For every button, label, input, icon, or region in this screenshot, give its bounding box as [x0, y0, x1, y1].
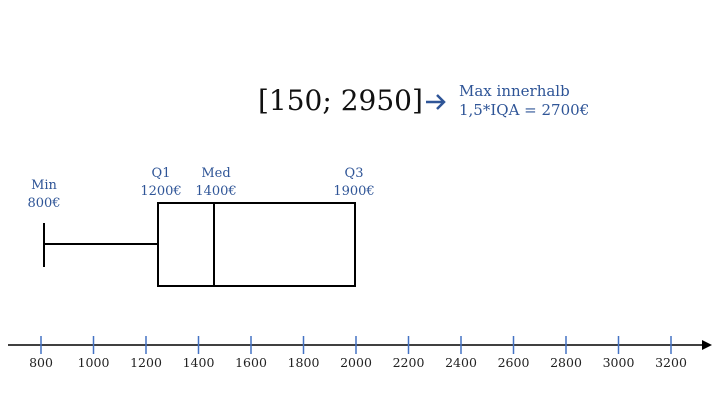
- q3-label: Q3 1900€: [319, 165, 389, 201]
- median-label: Med 1400€: [181, 165, 251, 201]
- max-note: Max innerhalb 1,5*IQA = 2700€: [459, 82, 589, 120]
- axis-tick-label: 3200: [655, 355, 687, 370]
- axis-tick-label: 1800: [287, 355, 320, 370]
- box: [157, 202, 356, 287]
- axis-tick-label: 800: [29, 355, 53, 370]
- axis-tick-label: 1600: [235, 355, 267, 370]
- axis-tick-label: 1400: [182, 355, 215, 370]
- axis-tick-label: 2000: [340, 355, 372, 370]
- min-label-value: 800€: [27, 196, 61, 211]
- arrow-right-icon: [424, 92, 448, 116]
- max-note-line1: Max innerhalb: [459, 82, 570, 100]
- q1-label-name: Q1: [151, 166, 171, 181]
- q3-label-name: Q3: [344, 166, 364, 181]
- median-label-value: 1400€: [195, 184, 237, 199]
- axis-tick-label: 2200: [392, 355, 425, 370]
- axis-tick-label: 2400: [445, 355, 477, 370]
- axis-tick-label: 1200: [130, 355, 162, 370]
- min-label-name: Min: [31, 178, 57, 193]
- axis-arrowhead: [702, 340, 712, 350]
- interval-text: [150; 2950]: [258, 84, 423, 117]
- median-label-name: Med: [201, 166, 231, 181]
- axis-tick-label: 2800: [550, 355, 582, 370]
- axis-tick-label: 1000: [77, 355, 110, 370]
- axis-tick-label: 2600: [497, 355, 530, 370]
- axis-tick-label: 3000: [602, 355, 635, 370]
- q1-label: Q1 1200€: [126, 165, 196, 201]
- q3-label-value: 1900€: [333, 184, 375, 199]
- max-note-line2: 1,5*IQA = 2700€: [459, 101, 590, 119]
- min-label: Min 800€: [9, 177, 79, 213]
- q1-label-value: 1200€: [140, 184, 182, 199]
